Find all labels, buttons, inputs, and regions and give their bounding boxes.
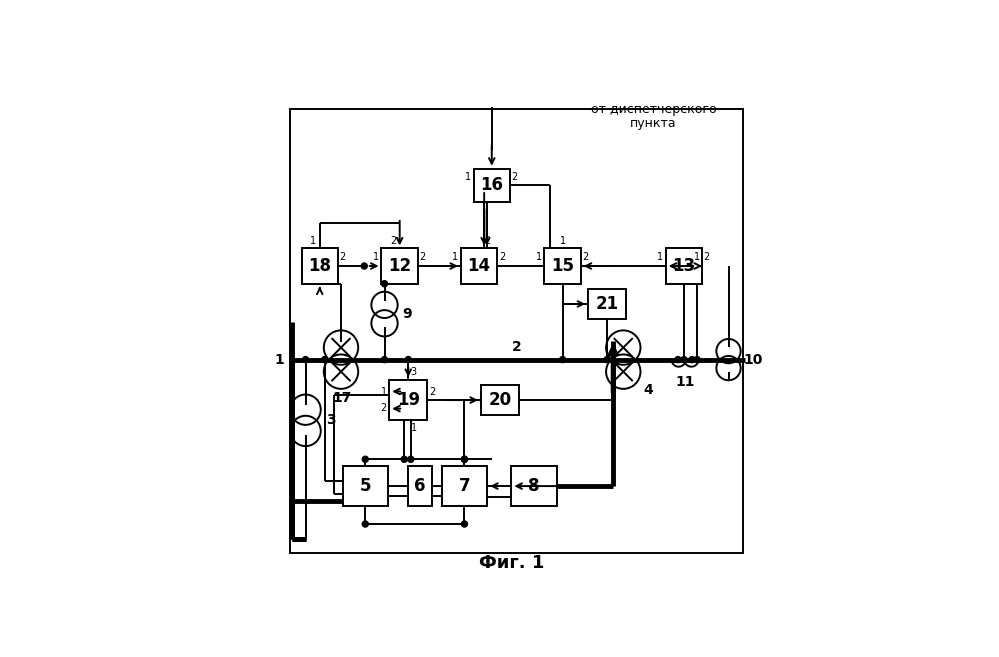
Text: 2: 2 (485, 236, 491, 246)
Text: 19: 19 (397, 391, 420, 409)
Bar (474, 169, 509, 202)
Text: 17: 17 (333, 390, 352, 405)
Circle shape (462, 456, 468, 463)
Circle shape (604, 357, 610, 363)
Bar (442, 466, 488, 507)
Bar (461, 248, 498, 284)
Bar (408, 466, 432, 507)
Text: 21: 21 (595, 295, 618, 313)
Bar (291, 109, 743, 553)
Bar (511, 466, 557, 507)
Text: 1: 1 (373, 252, 379, 263)
Bar (588, 289, 626, 319)
Text: 4: 4 (643, 383, 653, 397)
Text: 1: 1 (381, 388, 387, 397)
Text: 18: 18 (309, 257, 332, 275)
Circle shape (694, 357, 700, 363)
Bar (302, 248, 338, 284)
Text: от диспетчерского: от диспетчерского (590, 102, 716, 116)
Text: 8: 8 (528, 477, 540, 495)
Circle shape (362, 263, 368, 269)
Text: 16: 16 (481, 176, 503, 194)
Bar (390, 380, 428, 420)
Text: 3: 3 (326, 413, 336, 427)
Text: 12: 12 (389, 257, 412, 275)
Circle shape (363, 456, 369, 463)
Text: 2: 2 (499, 252, 505, 263)
Circle shape (681, 357, 687, 363)
Circle shape (303, 357, 309, 363)
Text: 7: 7 (459, 477, 471, 495)
Circle shape (689, 357, 695, 363)
Text: 11: 11 (675, 375, 694, 390)
Circle shape (382, 281, 388, 286)
Text: 9: 9 (403, 307, 413, 321)
Bar (481, 385, 518, 415)
Text: 3: 3 (411, 367, 417, 377)
Circle shape (559, 357, 565, 363)
Circle shape (322, 357, 328, 363)
Circle shape (462, 456, 468, 463)
Text: 1: 1 (560, 236, 566, 246)
Bar (544, 248, 580, 284)
Text: 1: 1 (275, 353, 284, 367)
Bar (382, 248, 418, 284)
Circle shape (402, 456, 408, 463)
Text: 2: 2 (340, 252, 346, 263)
Text: 1: 1 (310, 236, 317, 246)
Text: 14: 14 (468, 257, 491, 275)
Text: пункта: пункта (630, 117, 677, 130)
Text: 1: 1 (453, 252, 459, 263)
Text: 15: 15 (551, 257, 574, 275)
Bar (343, 466, 388, 507)
Text: 10: 10 (743, 353, 763, 367)
Text: 20: 20 (489, 391, 511, 409)
Text: 2: 2 (420, 252, 426, 263)
Text: 1: 1 (465, 171, 471, 181)
Circle shape (675, 357, 681, 363)
Circle shape (462, 521, 468, 527)
Circle shape (406, 357, 412, 363)
Text: 2: 2 (511, 171, 517, 181)
Text: 2: 2 (512, 340, 521, 354)
Text: 1: 1 (693, 252, 699, 263)
Text: 13: 13 (672, 257, 695, 275)
Text: 1: 1 (657, 252, 663, 263)
Text: Фиг. 1: Фиг. 1 (480, 554, 544, 572)
Text: 1: 1 (535, 252, 541, 263)
Text: 2: 2 (582, 252, 588, 263)
Circle shape (408, 456, 414, 463)
Bar (665, 248, 702, 284)
Circle shape (382, 357, 388, 363)
Text: 2: 2 (703, 252, 710, 263)
Circle shape (363, 521, 369, 527)
Text: 6: 6 (415, 477, 426, 495)
Text: 5: 5 (360, 477, 371, 495)
Text: 2: 2 (429, 386, 435, 397)
Text: 2: 2 (381, 403, 387, 413)
Text: 2: 2 (390, 236, 397, 246)
Text: 1: 1 (411, 423, 417, 434)
